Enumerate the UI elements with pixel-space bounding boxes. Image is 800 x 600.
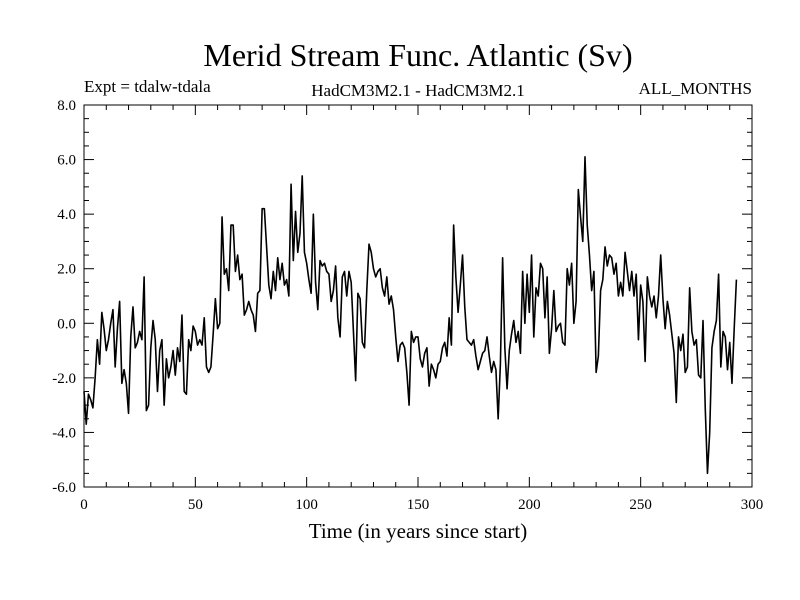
x-tick-label: 150 [407, 497, 430, 513]
x-axis-label: Time (in years since start) [309, 519, 528, 543]
chart-title: Merid Stream Func. Atlantic (Sv) [203, 37, 632, 73]
x-tick-label: 100 [295, 497, 318, 513]
y-tick-labels: -6.0 -4.0 -2.0 0.0 2.0 4.0 6.0 8.0 [52, 98, 76, 496]
y-tick-label: -4.0 [52, 425, 76, 441]
experiment-label: Expt = tdalw-tdala [84, 77, 211, 96]
axis-ticks [83, 104, 753, 488]
x-tick-label: 250 [629, 497, 652, 513]
series-line [83, 156, 738, 475]
y-tick-label: 0.0 [57, 316, 76, 332]
model-label: HadCM3M2.1 - HadCM3M2.1 [311, 81, 524, 100]
y-tick-label: 8.0 [57, 98, 76, 114]
x-tick-label: 0 [80, 497, 88, 513]
x-tick-label: 50 [188, 497, 203, 513]
y-tick-label: 6.0 [57, 153, 76, 169]
y-tick-label: -2.0 [52, 371, 76, 387]
series-group [83, 156, 738, 475]
y-tick-label: -6.0 [52, 480, 76, 496]
x-tick-label: 200 [518, 497, 541, 513]
x-tick-label: 300 [741, 497, 764, 513]
y-tick-label: 2.0 [57, 262, 76, 278]
y-tick-label: 4.0 [57, 207, 76, 223]
x-tick-labels: 0 50 100 150 200 250 300 [80, 497, 763, 513]
months-label: ALL_MONTHS [639, 79, 752, 98]
plot-frame [83, 104, 753, 488]
